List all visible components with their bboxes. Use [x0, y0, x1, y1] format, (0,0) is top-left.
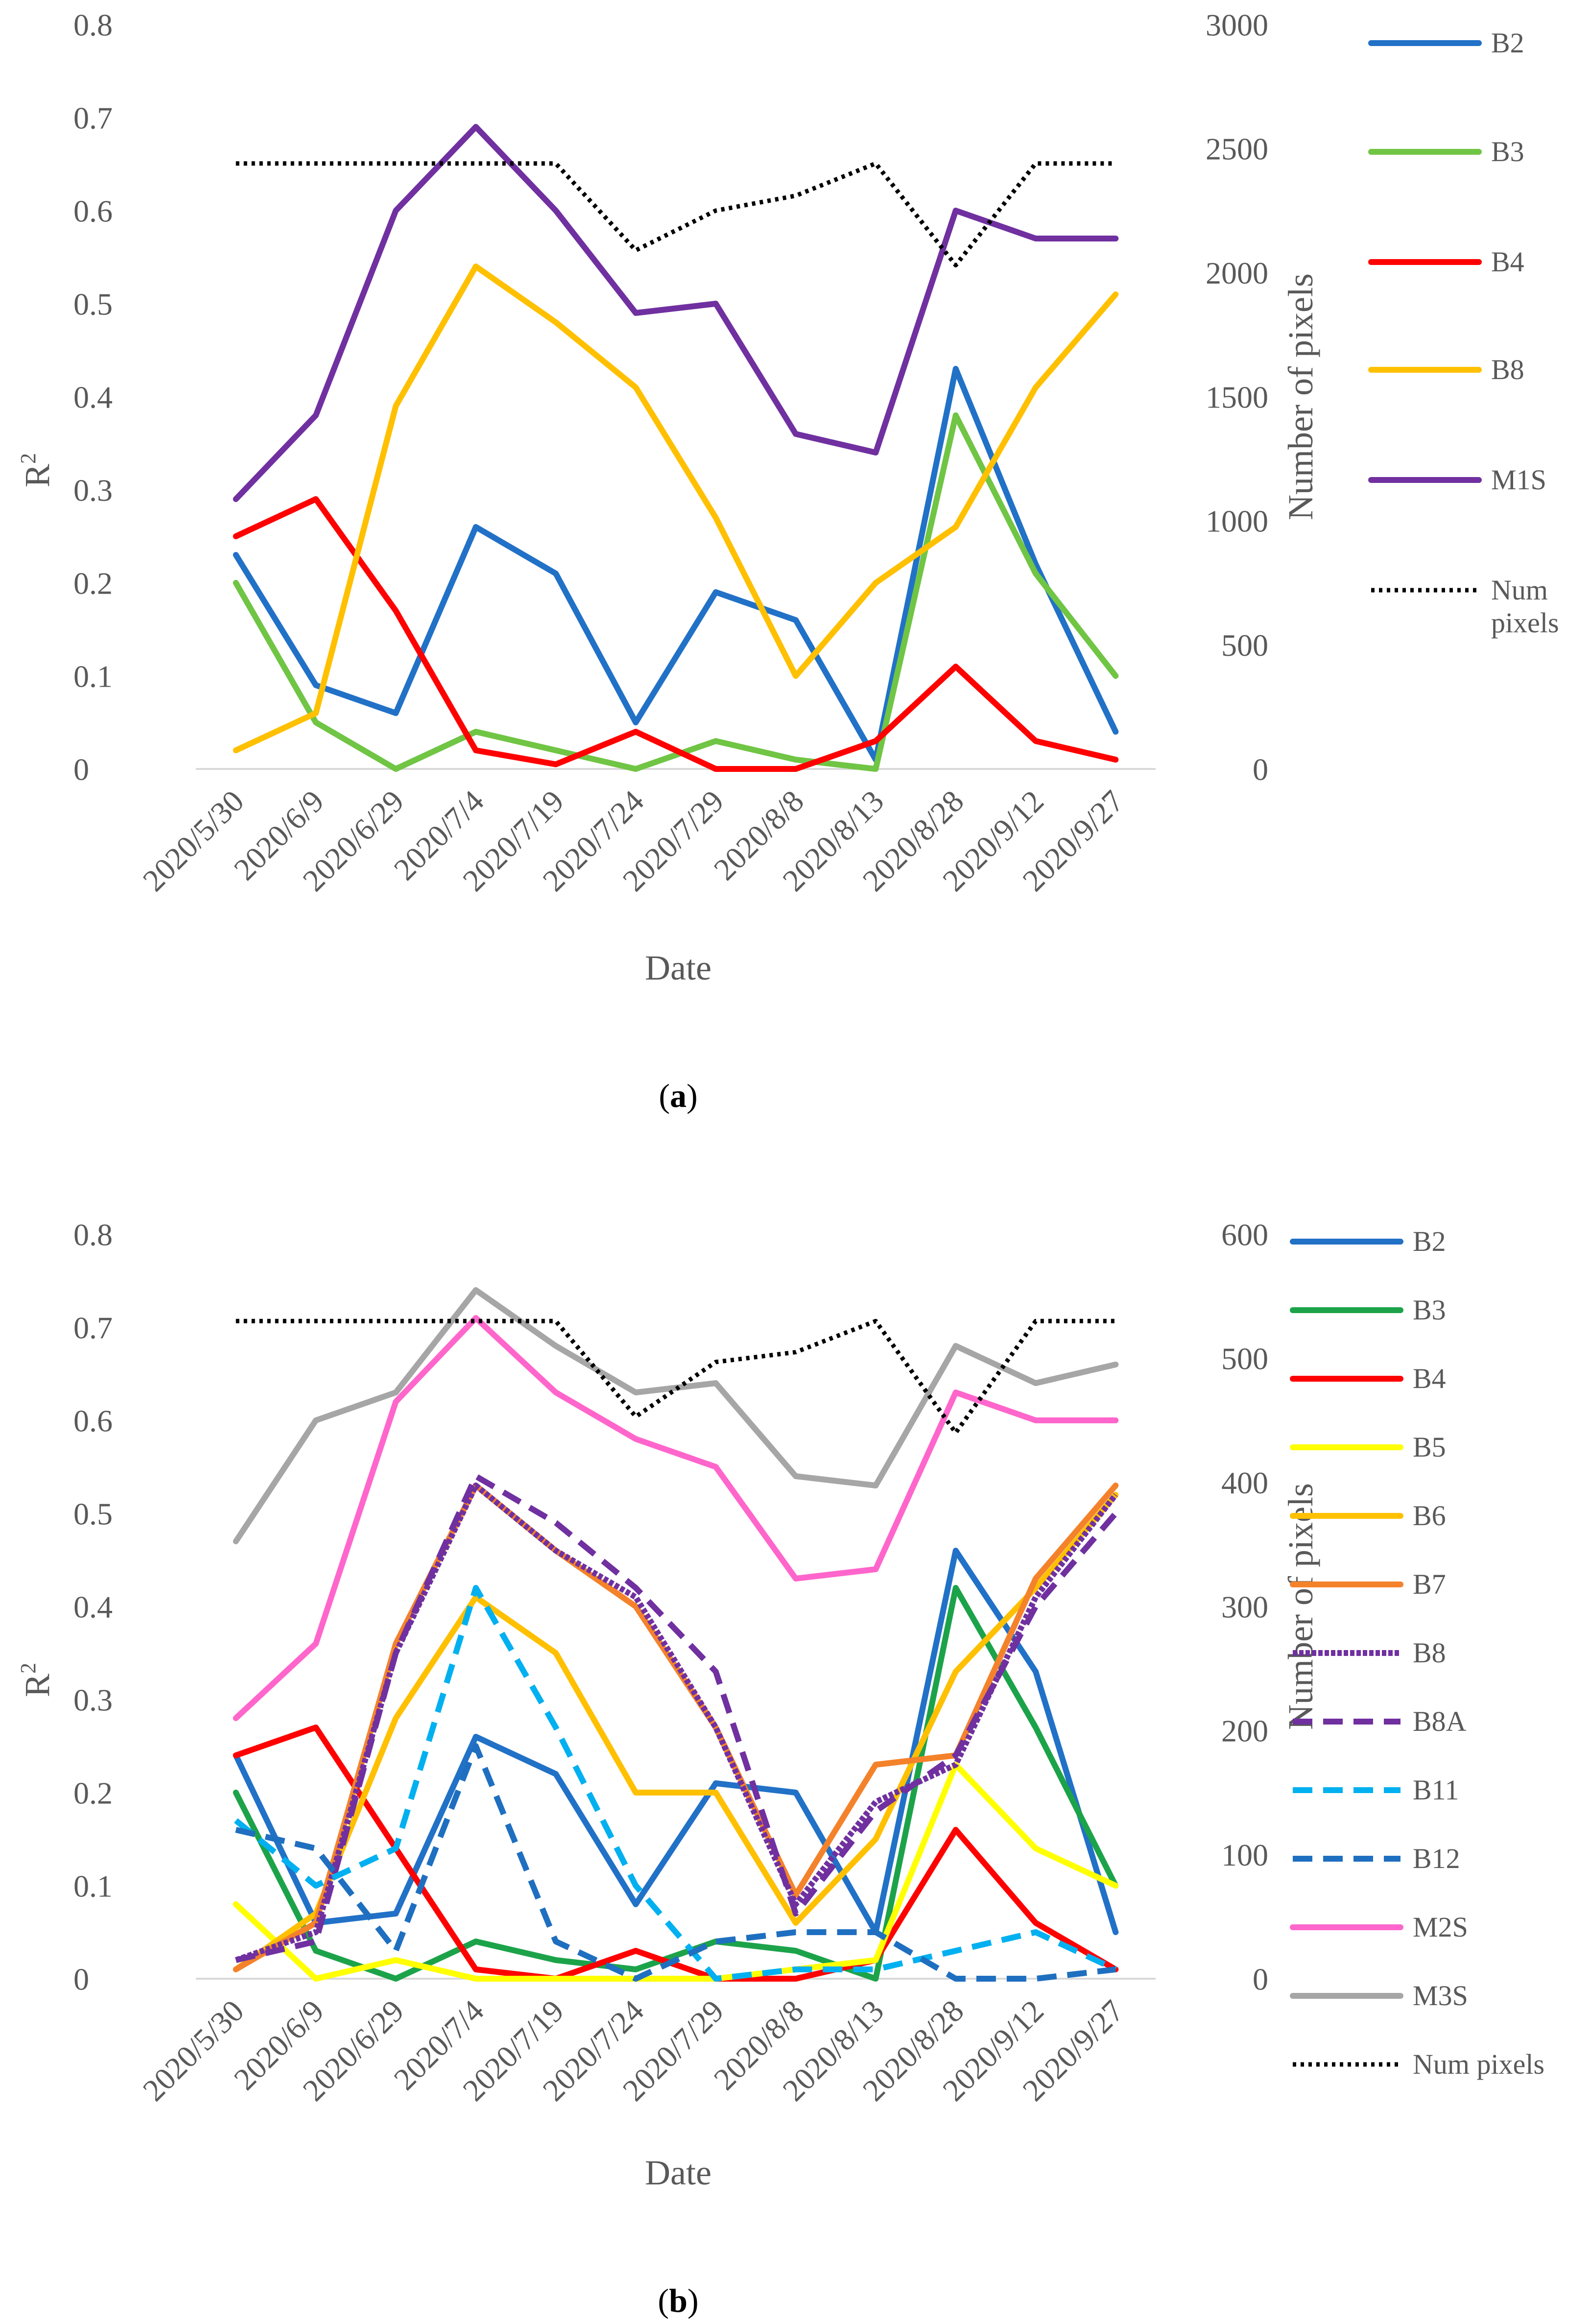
series-line-b8a	[235, 1473, 1118, 1963]
y2-tick-label: 400	[1221, 1465, 1268, 1500]
y-tick-label: 0.3	[73, 1682, 113, 1717]
y-tick-label: 0.7	[73, 100, 113, 135]
y-tick-label: 0.8	[73, 1217, 113, 1252]
series-line-b3	[233, 412, 1119, 772]
figure-caption: (b)	[658, 2282, 698, 2319]
y-axis-title: R2	[16, 453, 57, 487]
y-axis-title-text: R	[18, 1674, 57, 1697]
y2-tick-label: 1000	[1206, 504, 1268, 539]
y-tick-label: 0.5	[73, 1496, 113, 1531]
series-line-b12	[235, 1743, 1116, 1982]
legend-label-b3: B3	[1413, 1294, 1446, 1326]
series-line-m3s	[233, 1287, 1119, 1544]
caption-paren: (	[658, 2282, 669, 2319]
x-tick-label: 2020/5/30	[136, 1993, 251, 2108]
series-line-b2	[233, 366, 1119, 763]
caption-paren: )	[687, 1077, 698, 1114]
y2-tick-label: 0	[1253, 1962, 1268, 1996]
y2-tick-label: 0	[1253, 752, 1268, 787]
y-tick-label: 0	[73, 752, 89, 787]
legend-label-b5: B5	[1413, 1431, 1446, 1463]
y2-tick-label: 500	[1221, 1342, 1268, 1376]
series-line-b2	[233, 1548, 1119, 1935]
y-tick-label: 0.4	[73, 1589, 113, 1624]
legend-label-b7: B7	[1413, 1568, 1446, 1600]
y2-tick-label: 300	[1221, 1589, 1268, 1624]
y-tick-label: 0.8	[73, 7, 113, 42]
y2-tick-label: 200	[1221, 1714, 1268, 1749]
series-line-num-pixels	[236, 1318, 1116, 1435]
legend-label-b8: B8	[1491, 354, 1524, 385]
x-tick-label: 2020/5/30	[136, 784, 251, 898]
series-line-b4	[233, 1725, 1119, 1982]
x-axis-title: Date	[645, 948, 712, 987]
series-line-b8	[235, 1483, 1118, 1963]
y2-tick-label: 1500	[1206, 380, 1268, 414]
caption-letter: a	[670, 1077, 687, 1114]
y-tick-label: 0	[73, 1962, 89, 1996]
legend-label-num-pixels: Num pixels	[1491, 574, 1559, 639]
legend-label-m1s: M1S	[1491, 464, 1546, 496]
legend-label-m3s: M3S	[1413, 1980, 1468, 2012]
legend-label-b8a: B8A	[1413, 1705, 1467, 1737]
y2-tick-label: 500	[1221, 628, 1268, 663]
legend-label-b4: B4	[1491, 246, 1524, 278]
legend-label-m2s: M2S	[1413, 1911, 1468, 1943]
series-line-b8	[233, 264, 1119, 753]
y-tick-label: 0.6	[73, 1403, 113, 1438]
caption-paren: )	[688, 2282, 699, 2319]
series-line-m2s	[233, 1315, 1119, 1721]
y2-axis-title: Number of pixels	[1281, 273, 1320, 520]
y2-axis-title: Number of pixels	[1281, 1483, 1320, 1730]
x-axis-title: Date	[645, 2153, 712, 2192]
caption-paren: (	[659, 1077, 670, 1114]
y2-tick-label: 600	[1221, 1217, 1268, 1252]
caption-letter: b	[669, 2282, 688, 2319]
series-line-b11	[234, 1585, 1117, 1982]
y2-tick-label: 2500	[1206, 132, 1268, 167]
y-tick-label: 0.2	[73, 566, 113, 600]
y-tick-label: 0.7	[73, 1310, 113, 1345]
y-tick-label: 0.4	[73, 380, 113, 414]
y2-tick-label: 100	[1221, 1838, 1268, 1872]
figure-caption: (a)	[659, 1077, 697, 1114]
y-axis-title-superscript: 2	[16, 453, 40, 464]
y-tick-label: 0.1	[73, 1869, 113, 1903]
y-tick-label: 0.6	[73, 193, 113, 228]
y2-tick-label: 2000	[1206, 256, 1268, 290]
series-line-b7	[233, 1483, 1119, 1972]
series-line-num-pixels	[236, 161, 1116, 267]
y-axis-title-superscript: 2	[16, 1663, 40, 1674]
y-axis-title-text: R	[18, 464, 57, 487]
series-line-b5	[233, 1762, 1119, 1982]
legend-label-b2: B2	[1413, 1225, 1446, 1257]
legend-label-line: Num	[1491, 574, 1548, 606]
y2-tick-label: 3000	[1206, 7, 1268, 42]
legend-label-b12: B12	[1413, 1843, 1460, 1874]
series-line-b4	[233, 496, 1119, 772]
legend-label-num-pixels: Num pixels	[1413, 2048, 1544, 2080]
y-tick-label: 0.1	[73, 659, 113, 694]
y-tick-label: 0.5	[73, 287, 113, 321]
y-axis-title: R2	[16, 1663, 57, 1697]
y-tick-label: 0.3	[73, 473, 113, 507]
series-line-b6	[233, 1492, 1119, 1972]
legend-label-b11: B11	[1413, 1774, 1459, 1806]
series-line-m1s	[233, 124, 1119, 502]
chart-a: 0 0.1 0.2 0.3 0.4 0.5 0.6 0.7 0.8 0 500 1000 1500 200…	[16, 7, 1559, 1114]
legend-label-b6: B6	[1413, 1500, 1446, 1532]
chart-b: 0 0.1 0.2 0.3 0.4 0.5 0.6 0.7 0.8 0 100 200 300 400 50…	[16, 1217, 1544, 2319]
legend-label-b8: B8	[1413, 1637, 1446, 1669]
legend-label-b4: B4	[1413, 1363, 1446, 1394]
y-tick-label: 0.2	[73, 1775, 113, 1810]
series-line-b3	[233, 1585, 1119, 1982]
legend-label-b2: B2	[1491, 27, 1524, 59]
legend-label-line: pixels	[1491, 607, 1559, 639]
legend-label-b3: B3	[1491, 136, 1524, 168]
